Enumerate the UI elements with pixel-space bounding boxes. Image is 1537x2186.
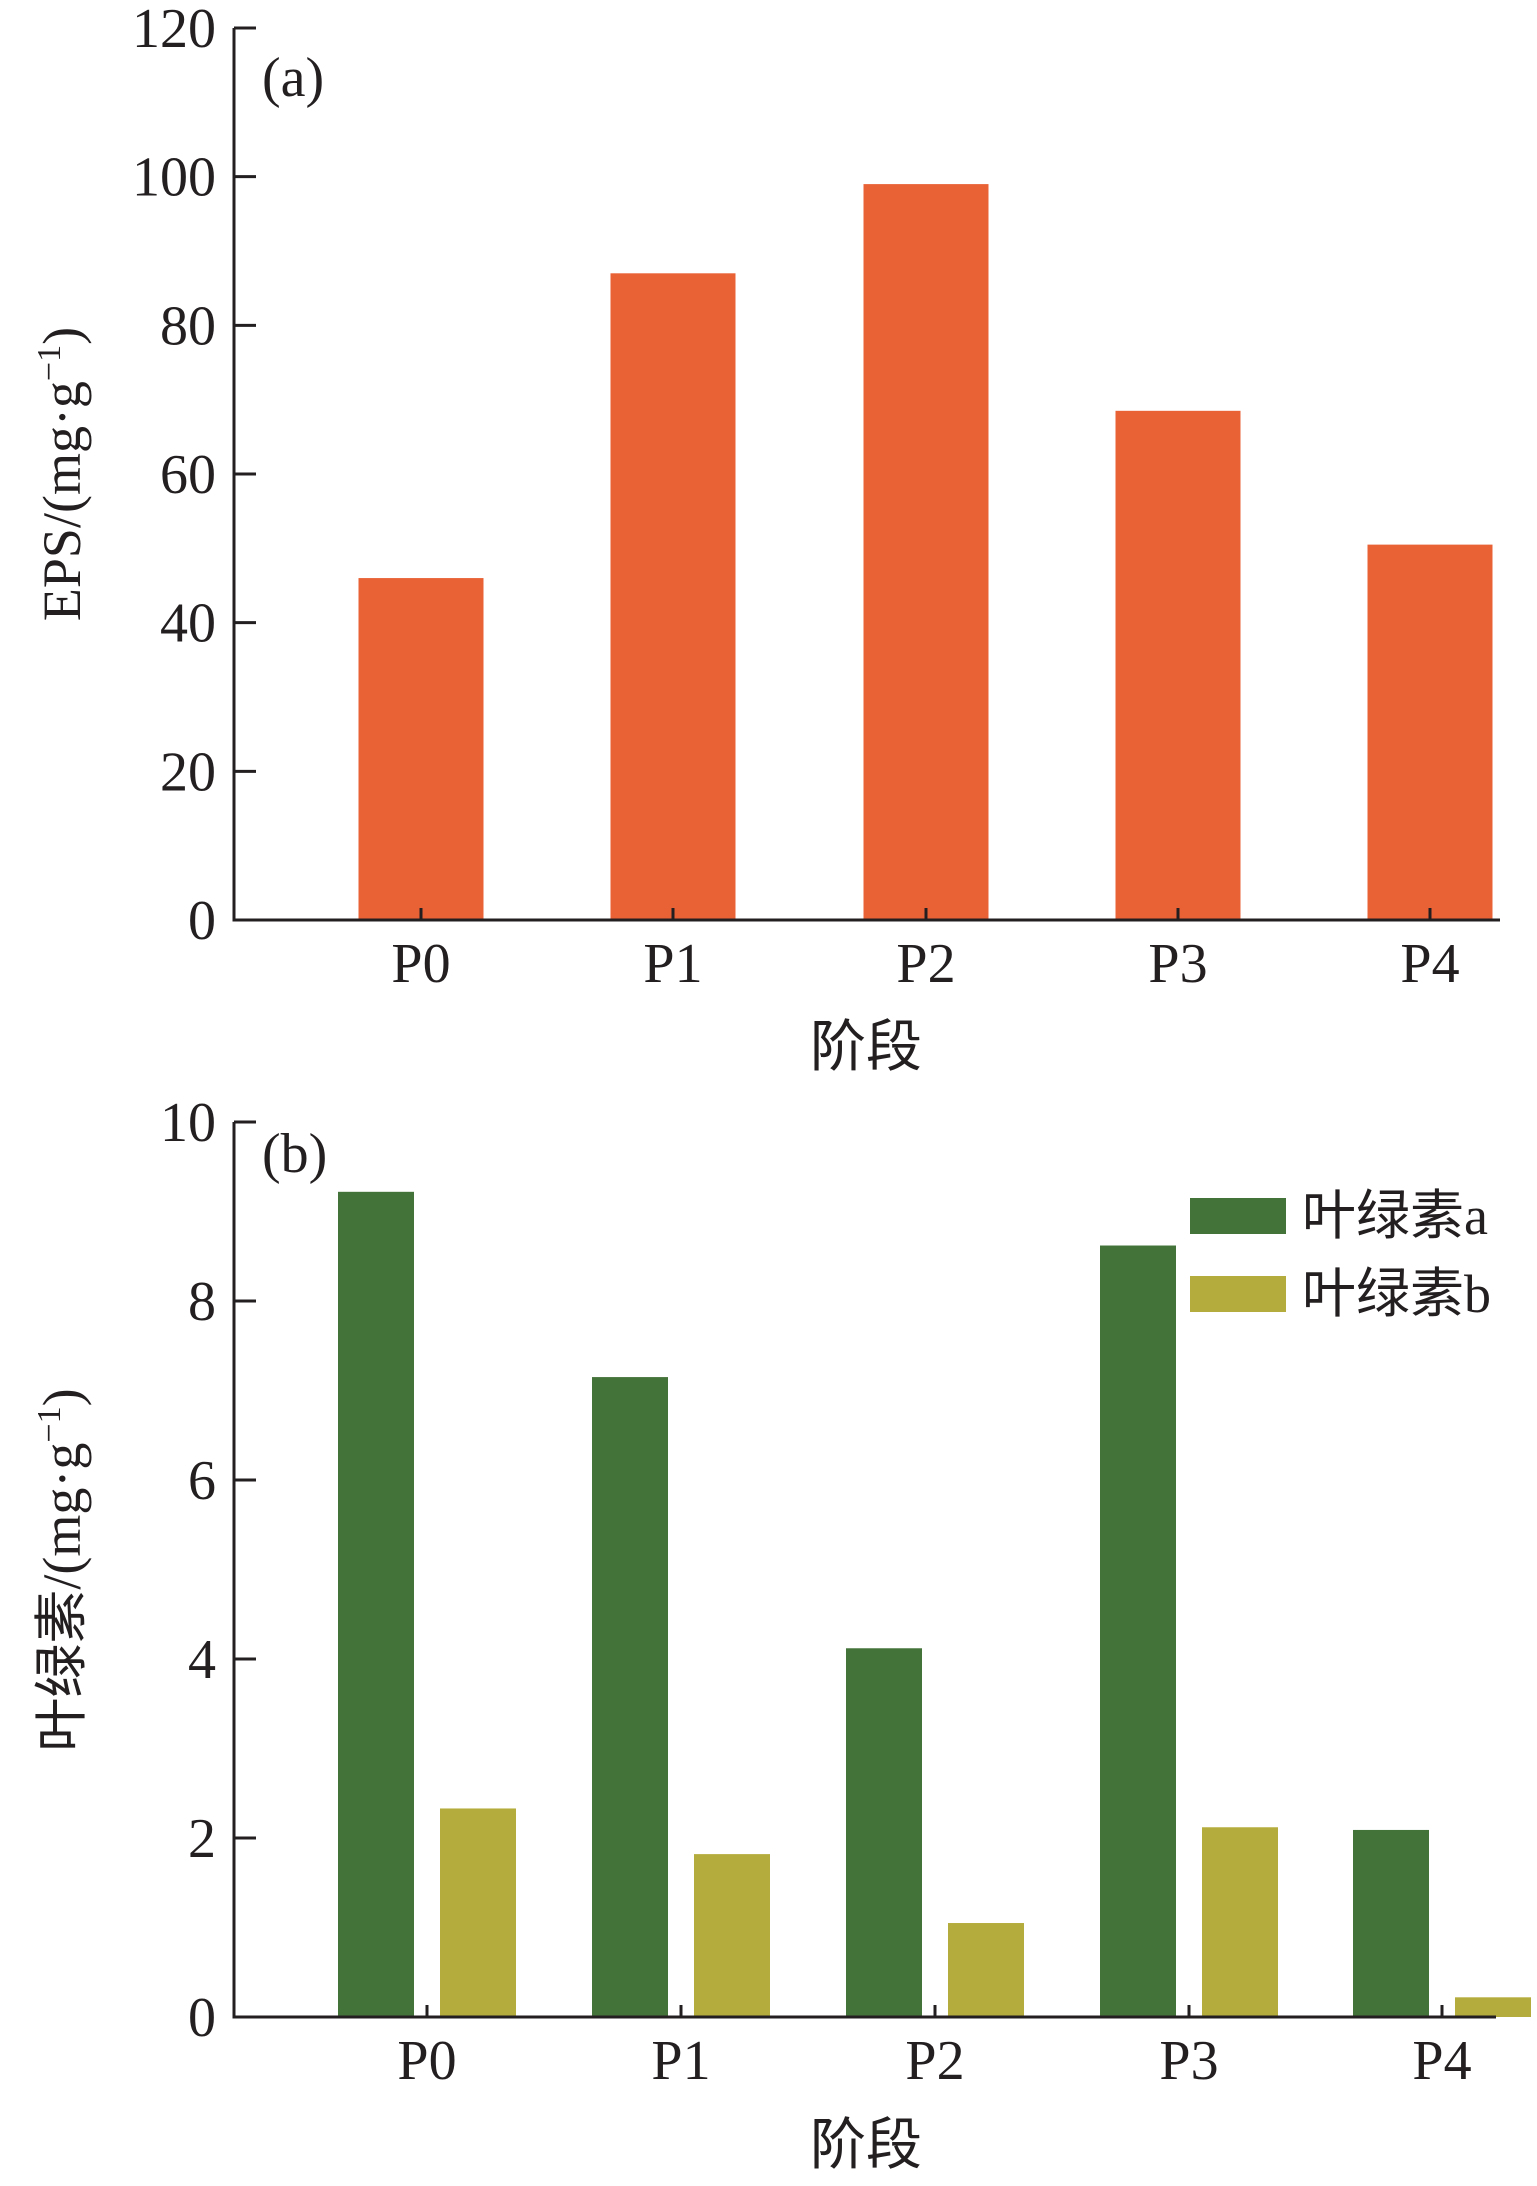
- chart-b-y-tick-label-10: 10: [160, 1092, 216, 1154]
- chart-a-y-tick-label-40: 40: [160, 593, 216, 655]
- chart-a-y-tick-label-60: 60: [160, 444, 216, 506]
- chart-b-bar-chlorophyll-b-p0: [440, 1808, 516, 2017]
- chart-b-bar-chlorophyll-b-p1: [694, 1854, 770, 2017]
- legend-swatch-chlorophyll-a: [1190, 1198, 1286, 1234]
- legend-swatch-chlorophyll-b: [1190, 1276, 1286, 1312]
- chart-a: 0 20 40 60 80 100 120 P0 P1 P2 P3 P4 (a) 阶段 EPS/(m…: [31, 0, 1500, 1079]
- chart-a-x-tick-label-p4: P4: [1400, 933, 1459, 995]
- chart-b-y-axis-title-main: 叶绿素/(mg·g: [32, 1443, 92, 1752]
- chart-a-x-tick-label-p2: P2: [896, 933, 955, 995]
- chart-a-y-tick-label-80: 80: [160, 295, 216, 357]
- chart-a-x-tick-label-p1: P1: [643, 933, 702, 995]
- chart-a-x-axis-title: 阶段: [810, 1017, 922, 1079]
- chart-b-bar-chlorophyll-a-p4: [1353, 1829, 1429, 2017]
- chart-b-bar-chlorophyll-b-p4: [1455, 1997, 1531, 2017]
- chart-b-y-axis-title: 叶绿素/(mg·g−1): [31, 1388, 92, 1751]
- chart-a-bar-p3: [1115, 410, 1241, 920]
- chart-a-y-tick-label-100: 100: [132, 147, 216, 209]
- chart-a-bars: [358, 184, 1493, 921]
- chart-a-bar-p1: [610, 273, 736, 920]
- chart-b-bar-chlorophyll-a-p2: [846, 1648, 922, 2017]
- chart-b-panel-label: (b): [262, 1123, 327, 1185]
- chart-b-y-axis-title-end: ): [32, 1388, 92, 1406]
- legend-label-chlorophyll-b: 叶绿素b: [1302, 1264, 1491, 1324]
- chart-b-y-tick-label-0: 0: [188, 1987, 216, 2049]
- chart-b-y-tick-label-2: 2: [188, 1808, 216, 1870]
- chart-b-y-tick-label-8: 8: [188, 1271, 216, 1333]
- chart-b-legend: 叶绿素a 叶绿素b: [1190, 1186, 1491, 1324]
- chart-a-x-ticks: P0 P1 P2 P3 P4: [391, 908, 1460, 995]
- chart-a-y-axis-title-sup: −1: [31, 345, 68, 381]
- chart-a-y-tick-label-20: 20: [160, 741, 216, 803]
- chart-a-bar-p0: [358, 578, 484, 920]
- chart-a-panel-label: (a): [262, 47, 324, 109]
- chart-b-bar-chlorophyll-a-p3: [1100, 1245, 1176, 2017]
- chart-a-y-axis-title-end: ): [32, 327, 92, 345]
- chart-a-y-tick-label-0: 0: [188, 890, 216, 952]
- chart-b-x-tick-label-p3: P3: [1159, 2030, 1218, 2092]
- chart-b-x-tick-label-p1: P1: [651, 2030, 710, 2092]
- chart-b-bar-chlorophyll-a-p1: [592, 1377, 668, 2017]
- chart-b-y-tick-label-4: 4: [188, 1629, 216, 1691]
- chart-a-x-tick-label-p0: P0: [391, 933, 450, 995]
- chart-a-bar-p2: [863, 184, 989, 921]
- chart-b-bar-chlorophyll-a-p0: [338, 1191, 414, 2017]
- legend-label-chlorophyll-a: 叶绿素a: [1302, 1186, 1488, 1246]
- chart-a-bar-p4: [1367, 544, 1493, 920]
- chart-b-x-tick-label-p0: P0: [397, 2030, 456, 2092]
- chart-b-bars: [338, 1191, 1531, 2017]
- chart-a-x-tick-label-p3: P3: [1148, 933, 1207, 995]
- chart-a-y-axis-title: EPS/(mg·g−1): [31, 327, 92, 621]
- chart-a-y-tick-label-120: 120: [132, 0, 216, 60]
- chart-b: 0 2 4 6 8 10 P0 P1 P2 P3 P4 (b) 阶段 叶绿素/(mg·g−1) 叶…: [31, 1092, 1531, 2177]
- chart-b-bar-chlorophyll-b-p2: [948, 1923, 1024, 2017]
- chart-b-y-tick-label-6: 6: [188, 1450, 216, 1512]
- chart-b-bar-chlorophyll-b-p3: [1202, 1827, 1278, 2017]
- chart-b-y-axis-title-sup: −1: [31, 1406, 68, 1442]
- chart-b-x-tick-label-p2: P2: [905, 2030, 964, 2092]
- chart-b-x-tick-label-p4: P4: [1412, 2030, 1471, 2092]
- chart-a-y-axis-title-main: EPS/(mg·g: [32, 381, 92, 621]
- chart-b-x-ticks: P0 P1 P2 P3 P4: [397, 2005, 1472, 2092]
- chart-a-y-ticks: 0 20 40 60 80 100 120: [132, 0, 256, 952]
- chart-b-x-axis-title: 阶段: [810, 2115, 922, 2177]
- chart-b-y-ticks: 0 2 4 6 8 10: [160, 1092, 256, 2049]
